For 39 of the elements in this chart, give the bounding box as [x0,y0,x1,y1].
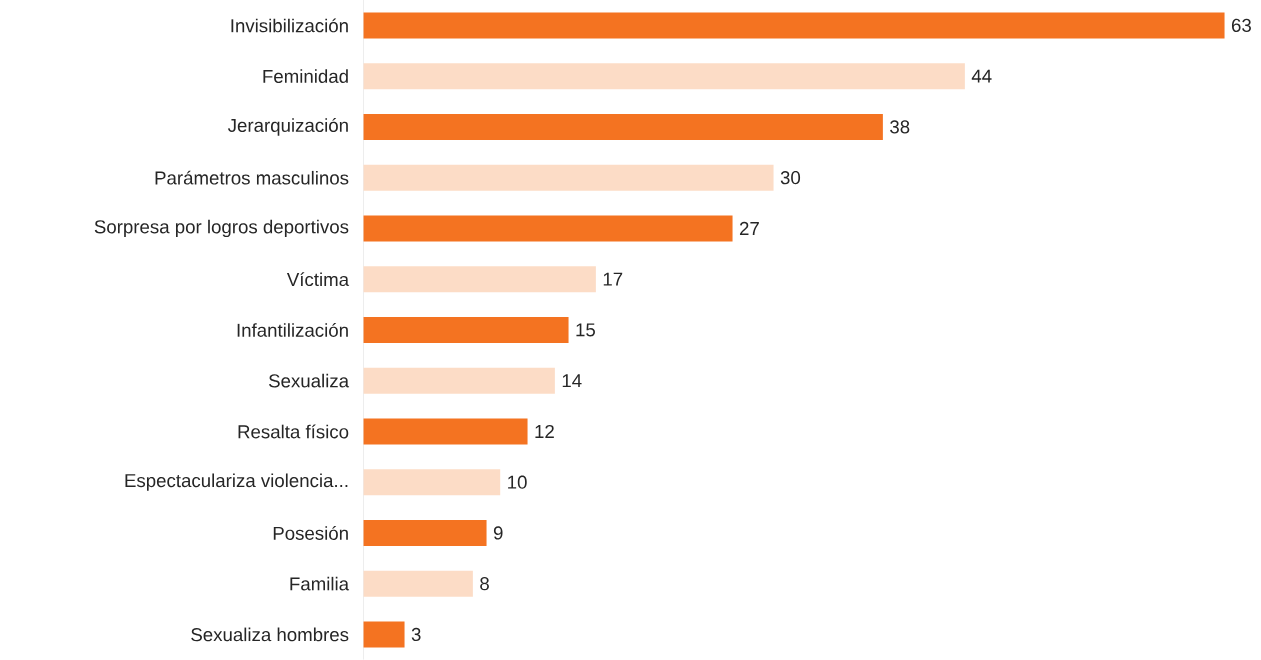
y-tick-label: Infantilización [237,323,348,337]
data-label: 17 [603,272,623,286]
y-tick-label: Sexualiza hombres [191,627,349,642]
bar [363,113,883,140]
data-label: 3 [411,627,421,642]
bar [363,367,555,394]
y-tick-label: Parámetros masculinos [155,170,349,185]
y-tick-label: Sorpresa por logros deportivos [94,219,349,238]
y-tick-label: Espectaculariza violencia... [125,473,348,491]
bar [363,12,1225,39]
bar [363,469,501,496]
data-label: 10 [508,475,527,489]
data-label: 44 [971,69,992,83]
bar [363,621,405,648]
bar [363,266,596,293]
data-label: 63 [1231,18,1251,33]
data-label: 14 [562,374,582,388]
bar [363,317,569,343]
bar [363,520,487,547]
y-tick-label: Posesión [273,526,348,540]
y-tick-label: Invisibilización [231,18,348,33]
data-label: 27 [739,221,759,236]
data-label: 38 [890,120,910,134]
y-tick-label: Jerarquización [227,118,348,136]
data-label: 30 [780,171,801,185]
bar [363,215,733,242]
bar [363,164,774,191]
data-label: 9 [493,526,503,540]
y-tick-label: Resalta físico [238,424,349,439]
y-tick-label: Víctima [286,272,350,287]
y-tick-label: Feminidad [263,69,348,84]
data-label: 15 [576,323,595,337]
data-label: 8 [480,577,489,591]
y-tick-label: Familia [290,576,350,591]
bar [363,570,473,597]
bar [363,63,965,90]
y-tick-label: Sexualiza [269,373,350,388]
bar [363,418,528,445]
data-label: 12 [535,424,554,439]
